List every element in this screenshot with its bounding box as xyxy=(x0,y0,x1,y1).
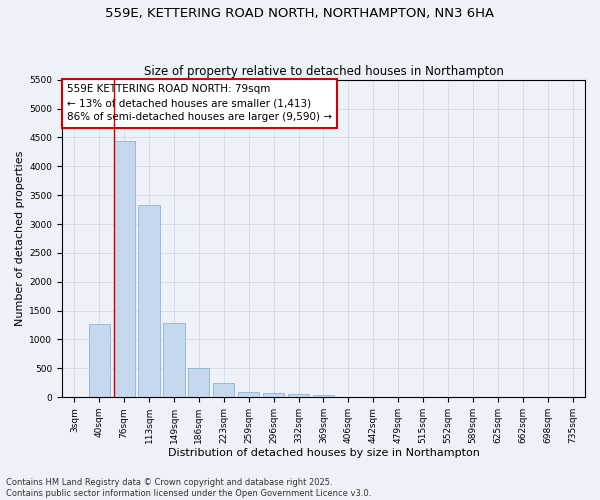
Bar xyxy=(113,142,135,397)
Bar xyxy=(213,384,235,397)
Title: Size of property relative to detached houses in Northampton: Size of property relative to detached ho… xyxy=(143,66,503,78)
Bar xyxy=(163,323,185,397)
Bar xyxy=(89,324,110,397)
Bar xyxy=(288,394,309,397)
Bar xyxy=(313,395,334,397)
Bar xyxy=(139,205,160,397)
Y-axis label: Number of detached properties: Number of detached properties xyxy=(15,151,25,326)
Bar xyxy=(188,368,209,397)
Bar xyxy=(263,394,284,397)
Text: Contains HM Land Registry data © Crown copyright and database right 2025.
Contai: Contains HM Land Registry data © Crown c… xyxy=(6,478,371,498)
Text: 559E, KETTERING ROAD NORTH, NORTHAMPTON, NN3 6HA: 559E, KETTERING ROAD NORTH, NORTHAMPTON,… xyxy=(106,8,494,20)
Text: 559E KETTERING ROAD NORTH: 79sqm
← 13% of detached houses are smaller (1,413)
86: 559E KETTERING ROAD NORTH: 79sqm ← 13% o… xyxy=(67,84,332,122)
X-axis label: Distribution of detached houses by size in Northampton: Distribution of detached houses by size … xyxy=(167,448,479,458)
Bar xyxy=(238,392,259,397)
